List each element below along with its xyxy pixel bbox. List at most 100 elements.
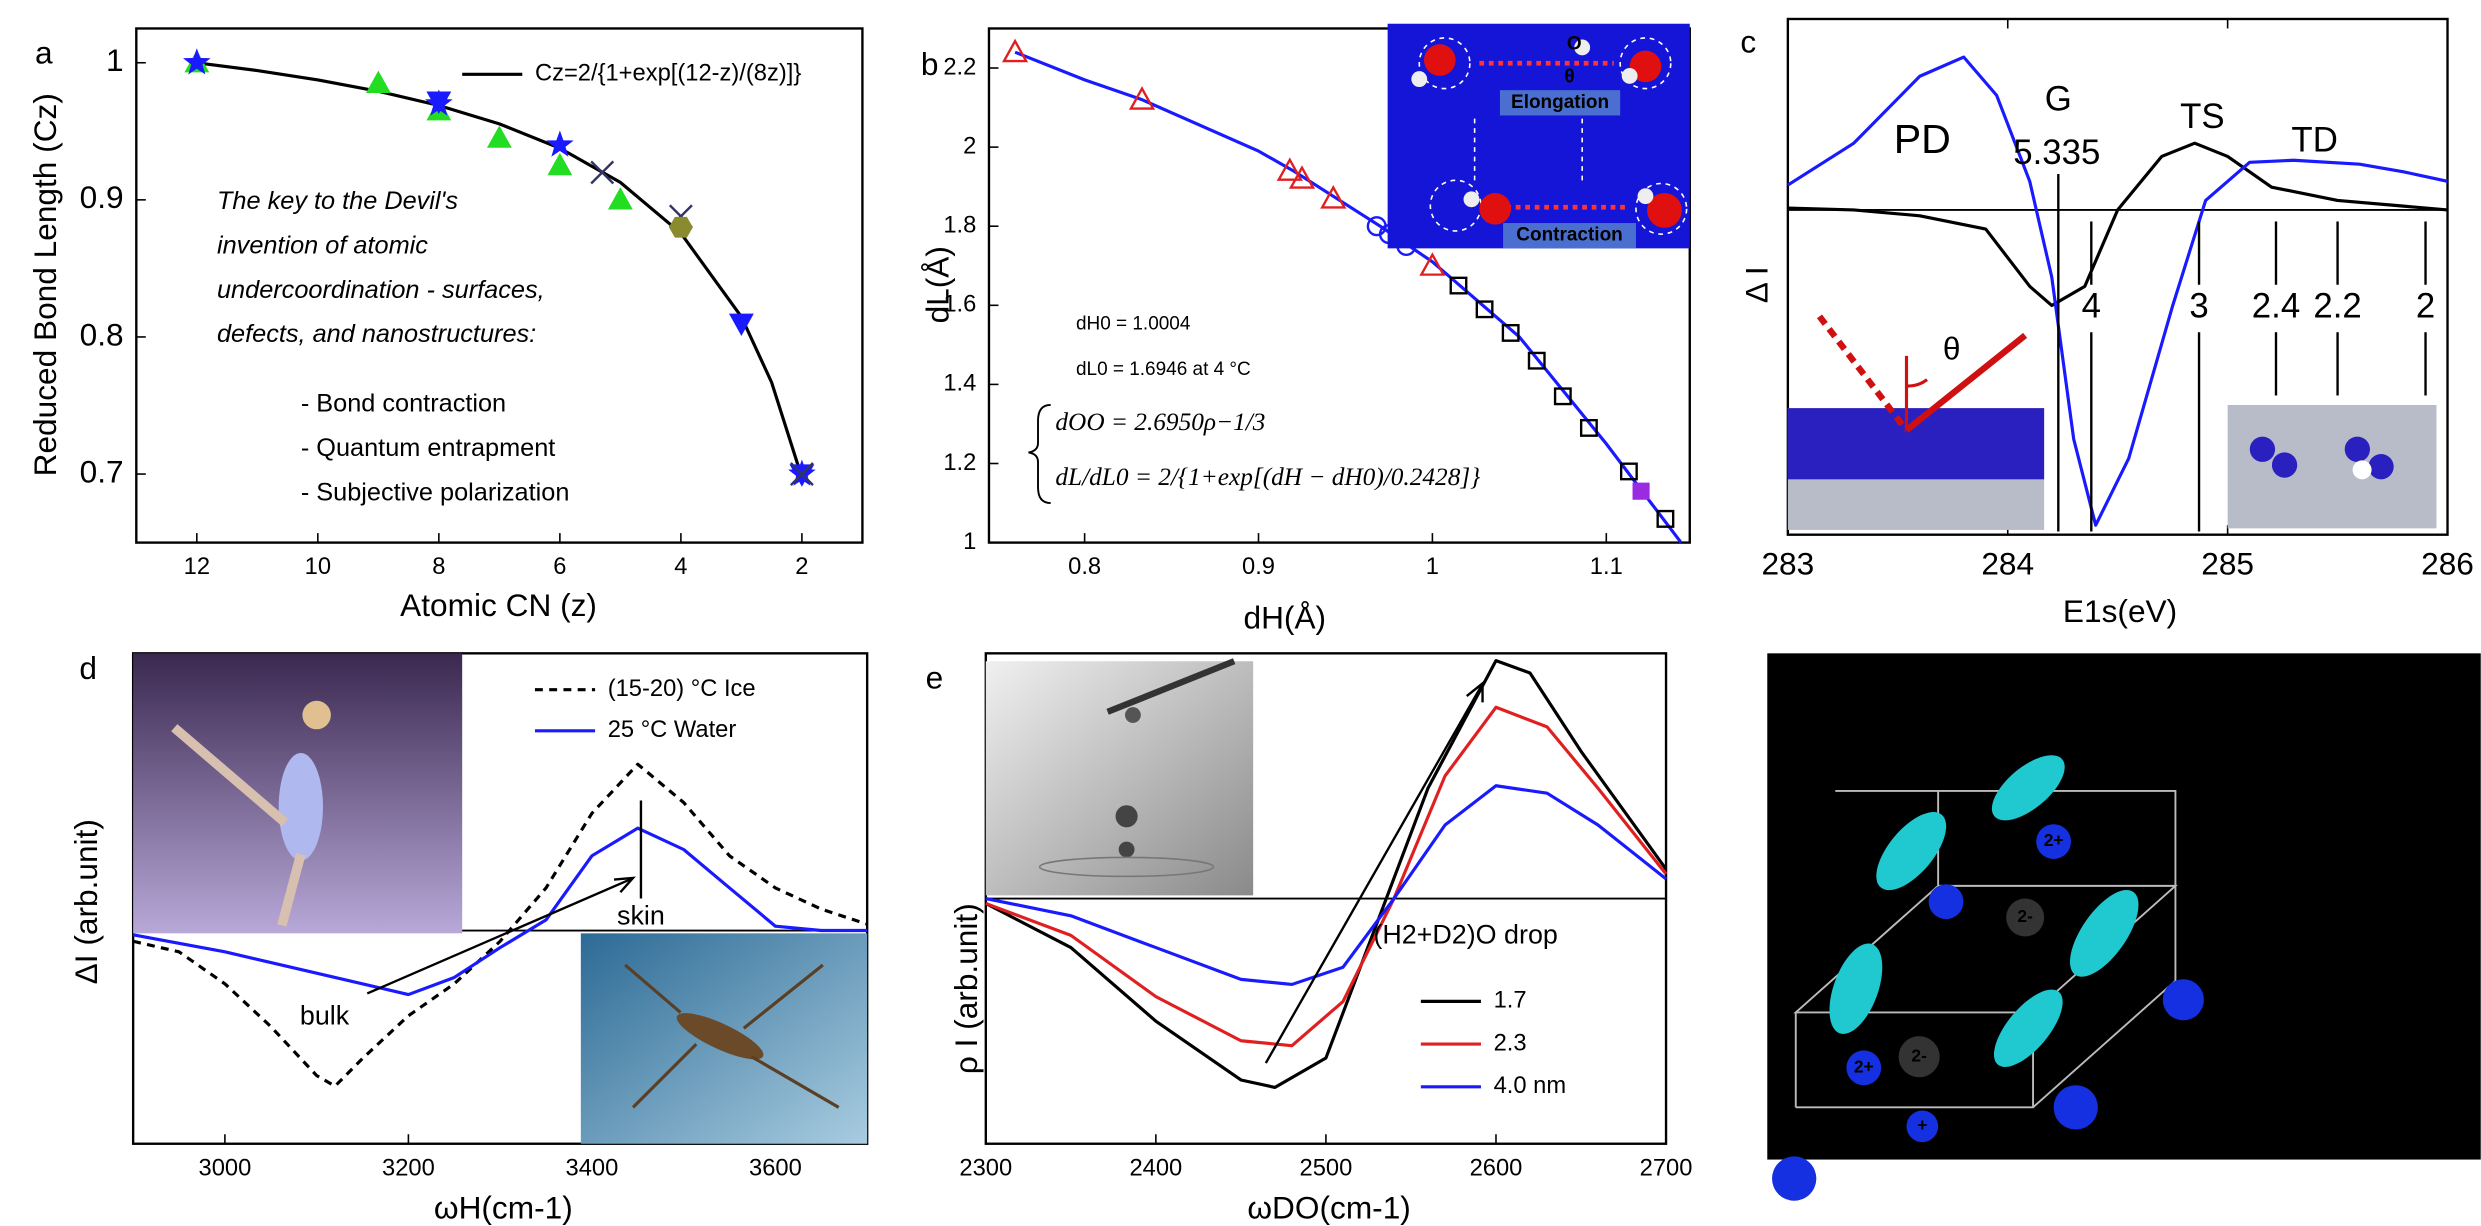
y-tick-label: 0.8 <box>80 316 124 352</box>
point <box>1633 483 1649 499</box>
y-axis-label: ΔI (arb.unit) <box>68 819 104 984</box>
x-axis-label: ωDO(cm-1) <box>1247 1190 1410 1226</box>
inset-label: θ <box>1943 331 1961 367</box>
legend-label: 2.3 <box>1494 1030 1527 1056</box>
legend-label: 1.7 <box>1494 988 1527 1014</box>
annotation: defects, and nanostructures: <box>217 320 536 348</box>
page: 121086420.70.80.91aAtomic CN (z)Reduced … <box>0 0 2481 1226</box>
annotation: skin <box>617 901 665 931</box>
drop-photo <box>986 661 1253 895</box>
y-tick-label: 1 <box>963 529 976 555</box>
x-tick-label: 3200 <box>382 1155 435 1181</box>
annotation: TS <box>2180 97 2224 136</box>
x-tick-label: 1 <box>1426 554 1439 580</box>
legend-label: 4.0 nm <box>1494 1073 1567 1099</box>
annotation: TD <box>2291 121 2337 160</box>
x-tick-label: 283 <box>1761 546 1814 582</box>
skater-photo <box>133 653 462 933</box>
inset-label: O <box>1567 33 1582 54</box>
annotation: - Bond contraction <box>301 390 506 418</box>
atom-label: 2+ <box>2044 830 2064 850</box>
annotation: dL0 = 1.6946 at 4 °C <box>1076 359 1251 380</box>
annotation: invention of atomic <box>217 231 428 259</box>
x-tick-label: 284 <box>1981 546 2034 582</box>
x-tick-label: 285 <box>2201 546 2254 582</box>
x-tick-label: 10 <box>305 554 331 580</box>
y-tick-label: 1.8 <box>943 212 976 238</box>
x-tick-label: 2600 <box>1470 1155 1523 1181</box>
inset-label: θ <box>1564 67 1574 88</box>
x-axis-label: Atomic CN (z) <box>400 587 597 623</box>
x-tick-label: 12 <box>184 554 210 580</box>
marker-label: 3 <box>2189 287 2208 326</box>
y-axis-label: dL(Å) <box>919 246 955 323</box>
y-tick-label: 2 <box>963 133 976 159</box>
annotation: - Subjective polarization <box>301 478 570 506</box>
step-text: producing lone pairs & Cudipole <box>2215 1095 2481 1115</box>
x-axis-label: ωH(cm-1) <box>434 1190 573 1226</box>
x-tick-label: 0.8 <box>1068 554 1101 580</box>
y-axis-label: Reduced Bond Length (Cz) <box>27 93 63 476</box>
atom-label: 2- <box>2017 906 2033 926</box>
step-title: Step 3: <box>2215 959 2276 979</box>
legend-title: (H2+D2)O drop <box>1373 920 1557 950</box>
panel-letter: c <box>1740 24 1756 60</box>
y-tick-label: 1.2 <box>943 450 976 476</box>
x-tick-label: 2500 <box>1300 1155 1353 1181</box>
y-tick-label: 1.4 <box>943 371 976 397</box>
x-tick-label: 286 <box>2421 546 2474 582</box>
y-tick-label: 2.2 <box>943 54 976 80</box>
x-tick-label: 2700 <box>1640 1155 1693 1181</box>
figure: 121086420.70.80.91aAtomic CN (z)Reduced … <box>0 0 2481 1226</box>
x-tick-label: 6 <box>553 554 566 580</box>
y-axis-label: ρ I (arb.unit) <box>948 903 984 1074</box>
y-axis-label: Δ I <box>1739 266 1775 303</box>
y-tick-label: 0.9 <box>80 179 124 215</box>
x-axis-label: E1s(eV) <box>2063 593 2177 629</box>
step-text: 2(O2- - Cu+) bond follows <box>2215 908 2436 928</box>
marker-label: G <box>2045 79 2072 118</box>
legend-label: (15-20) °C Ice <box>608 676 756 702</box>
inset-label: Contraction <box>1516 225 1622 246</box>
x-tick-label: 8 <box>432 554 445 580</box>
x-tick-label: 3000 <box>199 1155 252 1181</box>
panel-letter: e <box>926 660 944 696</box>
diagram-subtitle: Cu(001) - (√2 × 2√2 )R45o <box>1942 714 2298 747</box>
annotation: dL/dL0 = 2/{1+exp[(dH − dH0)/0.2428]} <box>1055 463 1480 491</box>
annotation: 5.335 <box>2013 133 2100 172</box>
x-tick-label: 0.9 <box>1242 554 1275 580</box>
water-strider-photo <box>581 933 867 1143</box>
step-text: 2O- + Cu2+ bong forms with a <box>2215 810 2474 830</box>
step-text: Cu missing <box>2215 835 2313 855</box>
x-tick-label: 2 <box>795 554 808 580</box>
x-axis-label: dH(Å) <box>1243 599 1326 635</box>
x-tick-label: 4 <box>674 554 687 580</box>
panel-letter: d <box>79 650 97 686</box>
step-title: Step 1 (CuO2): <box>2215 785 2341 805</box>
annotation: The key to the Devil's <box>217 187 458 215</box>
legend-label: 25 °C Water <box>608 717 737 743</box>
panel-letter: b <box>921 46 939 82</box>
x-tick-label: 2400 <box>1129 1155 1182 1181</box>
legend-label: Cz=2/{1+exp[(12-z)/(8z)]} <box>535 61 801 87</box>
step-title: Step 2 (Cu3O2): <box>2215 883 2351 903</box>
panel-letter: a <box>35 35 53 71</box>
atom-label: + <box>1917 1115 1927 1135</box>
atom-label: 2+ <box>1854 1056 1874 1076</box>
annotation: PD <box>1894 116 1951 162</box>
y-tick-label: 0.7 <box>80 453 124 489</box>
marker-label: 2 <box>2416 287 2435 326</box>
surface-inset-right <box>2228 405 2437 528</box>
inset-label: Elongation <box>1511 92 1609 113</box>
marker-label: 2.4 <box>2252 287 2300 326</box>
x-tick-label: 3600 <box>749 1155 802 1181</box>
x-tick-label: 3400 <box>566 1155 619 1181</box>
annotation: bulk <box>300 1000 350 1030</box>
marker-label: 4 <box>2082 287 2101 326</box>
step-text: Orbital hybridization <box>2215 1069 2392 1089</box>
point <box>670 218 692 237</box>
annotation: dH0 = 1.0004 <box>1076 313 1190 334</box>
diagram-title: 4 - stage Cu3O2 bonding kinetics <box>1883 672 2357 705</box>
annotation: undercoordination - surfaces, <box>217 276 545 304</box>
step-title: Step 4: <box>2215 1044 2276 1064</box>
